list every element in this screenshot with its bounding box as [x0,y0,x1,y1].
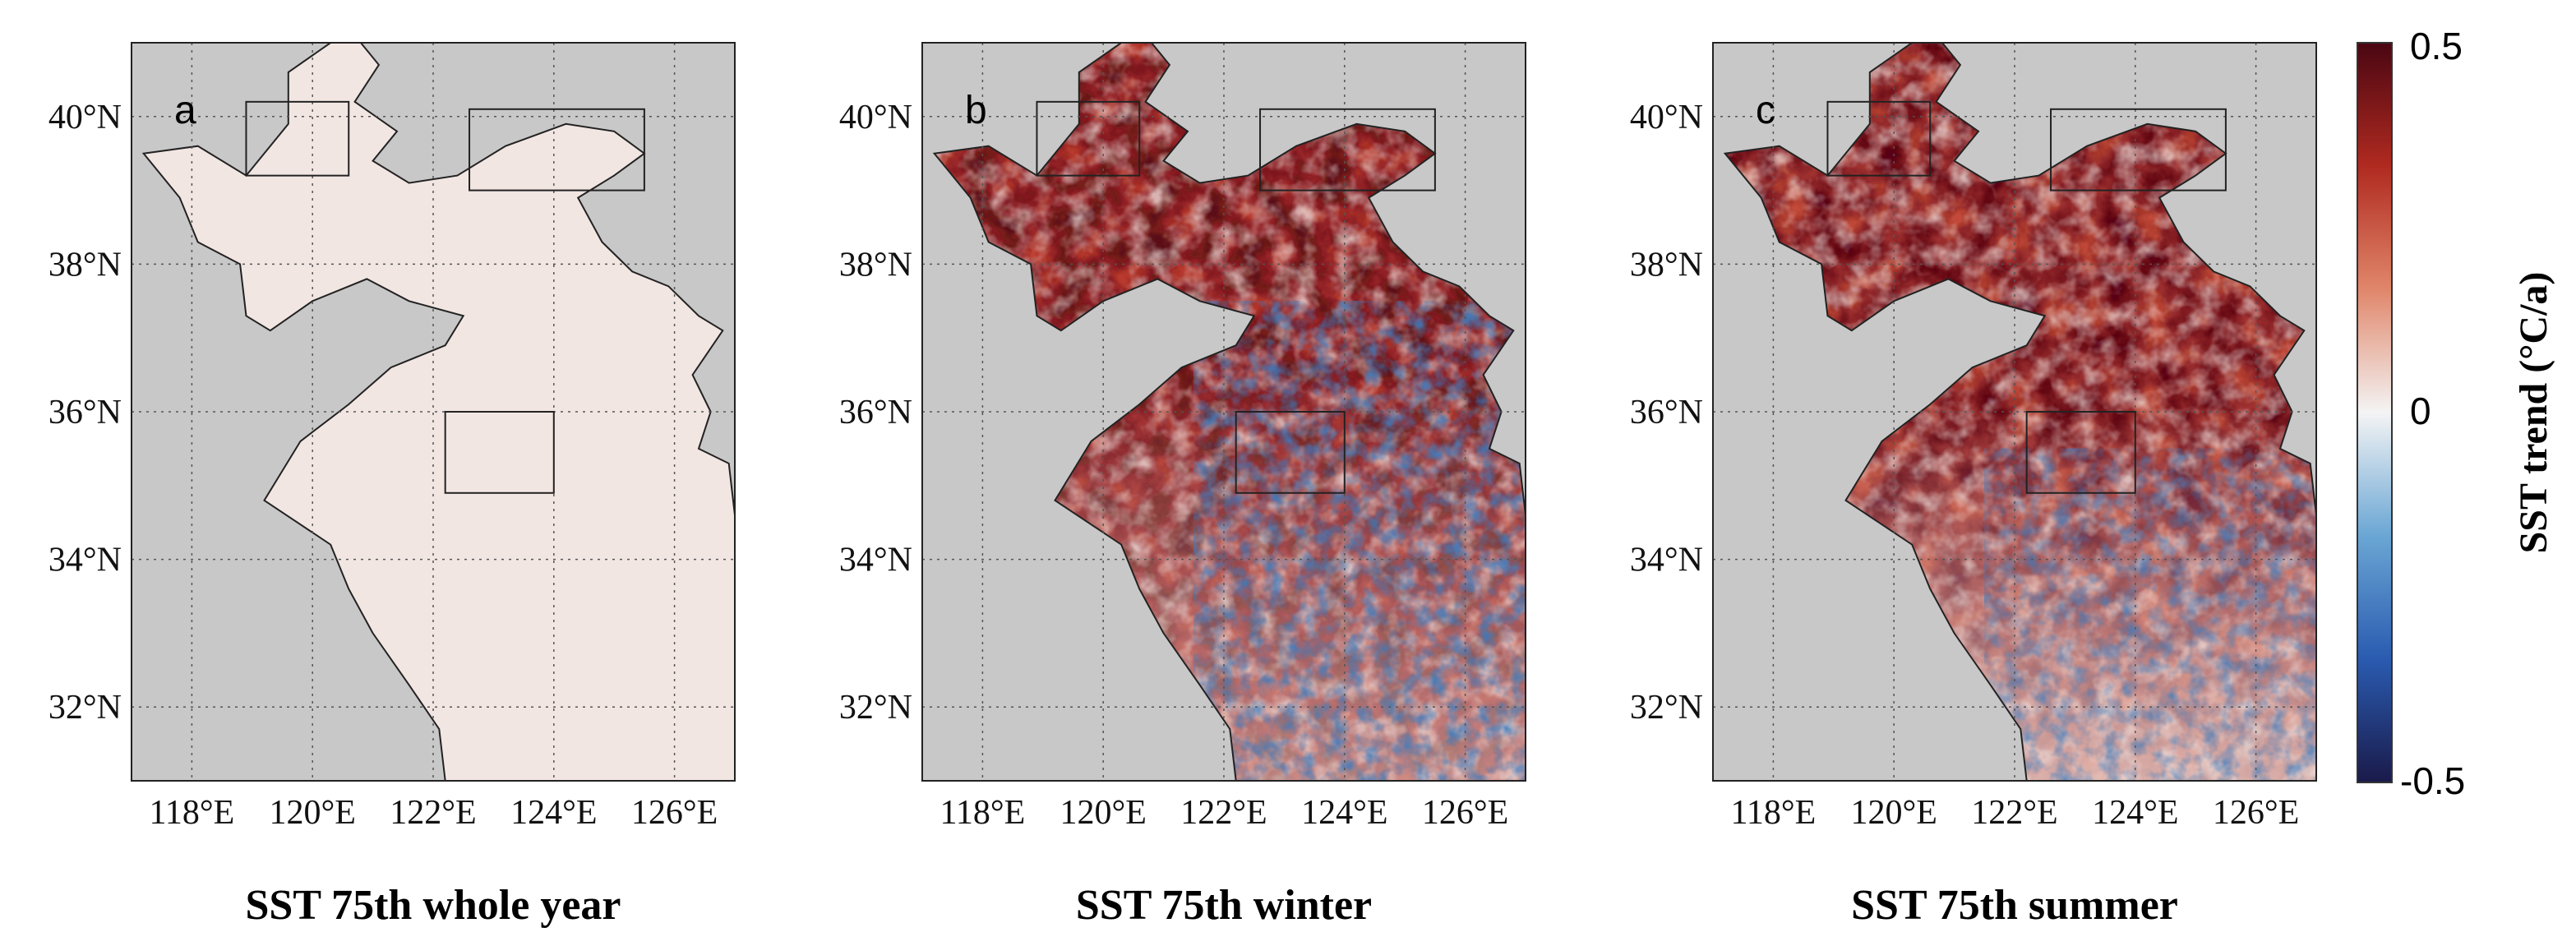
colorbar: 0.5 0 -0.5 SST trend (°C/a) [2357,25,2555,802]
axes-frame [921,42,1526,782]
y-tick-label: 38°N [1630,246,1703,284]
colorbar-gradient [2357,42,2393,783]
x-tick-label: 122°E [1971,794,2057,832]
x-tick-label: 124°E [510,794,597,832]
colorbar-min-label: -0.5 [2400,759,2465,802]
study-region-box [245,100,350,177]
y-tick-label: 32°N [839,689,912,727]
x-tick-label: 122°E [390,794,476,832]
x-tick-label: 118°E [1730,794,1816,832]
y-tick-label: 40°N [48,99,122,136]
y-tick-label: 40°N [839,99,912,136]
y-tick-label: 32°N [1630,689,1703,727]
y-tick-label: 34°N [839,542,912,579]
panel-b: 118°E 120°E 122°E 124°E 126°E 40°N 38°N 36°N 34°… [839,42,1526,929]
study-region-box [444,411,555,494]
panel-letter: a [174,89,196,132]
panel-caption: SST 75th winter [1076,882,1372,929]
map-panels: 118°E 120°E 122°E 124°E 126°E 40°N 38°N 36°N 34°… [48,42,2317,929]
axes-frame [131,42,736,782]
panel-caption: SST 75th summer [1851,882,2178,929]
study-region-box [469,108,645,192]
x-tick-label: 126°E [631,794,718,832]
x-tick-label: 124°E [2092,794,2178,832]
x-tick-label: 120°E [1059,794,1146,832]
colorbar-title: SST trend (°C/a) [2512,272,2555,554]
y-tick-label: 36°N [1630,394,1703,431]
y-tick-label: 36°N [48,394,122,431]
colorbar-mid-label: 0 [2410,390,2431,432]
panel-letter: b [965,89,987,132]
study-region-box [1036,100,1141,177]
study-region-box [1235,411,1346,494]
y-tick-label: 34°N [1630,542,1703,579]
x-tick-label: 124°E [1301,794,1387,832]
x-tick-label: 126°E [1422,794,1508,832]
y-tick-label: 36°N [839,394,912,431]
panel-letter: c [1756,89,1775,132]
y-tick-label: 34°N [48,542,122,579]
y-tick-label: 40°N [1630,99,1703,136]
x-tick-label: 120°E [1850,794,1937,832]
panel-a: 118°E 120°E 122°E 124°E 126°E 40°N 38°N 36°N 34°… [48,42,736,929]
x-tick-label: 122°E [1180,794,1267,832]
y-tick-label: 38°N [48,246,122,284]
y-tick-label: 38°N [839,246,912,284]
x-tick-label: 120°E [269,794,355,832]
y-tick-label: 32°N [48,689,122,727]
study-region-box [1259,108,1436,192]
panel-c: 118°E 120°E 122°E 124°E 126°E 40°N 38°N 36°N 34°… [1630,42,2317,929]
panel-caption: SST 75th whole year [246,882,621,929]
study-region-box [1826,100,1932,177]
study-region-box [2050,108,2227,192]
colorbar-max-label: 0.5 [2410,25,2463,67]
x-tick-label: 118°E [939,794,1025,832]
axes-frame [1712,42,2317,782]
x-tick-label: 118°E [149,794,234,832]
x-tick-label: 126°E [2213,794,2299,832]
study-region-box [2025,411,2136,494]
